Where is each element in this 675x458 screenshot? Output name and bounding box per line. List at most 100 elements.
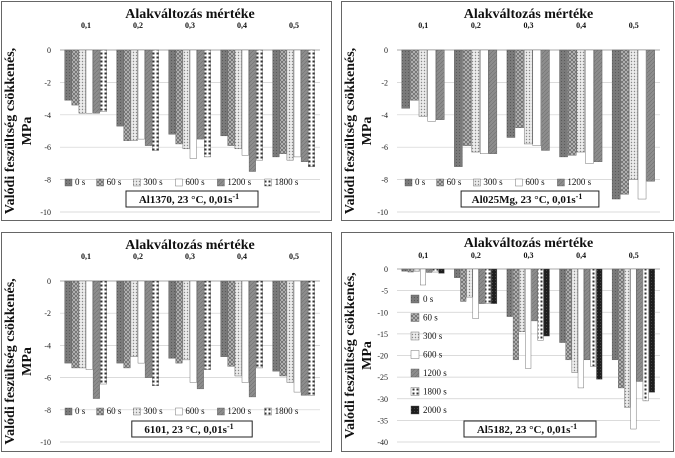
bar: [78, 280, 86, 369]
legend-swatch: [217, 407, 225, 416]
legend-label: 1200 s: [227, 177, 251, 187]
bar: [189, 280, 197, 383]
legend-label: 60 s: [107, 406, 122, 416]
bar: [460, 268, 467, 302]
bar: [611, 268, 618, 361]
legend-label: 0 s: [75, 177, 86, 187]
chart-title: Al5182, 23 °C, 0,01s-1: [463, 420, 597, 438]
y-tick-label: -10: [40, 208, 51, 217]
bar: [130, 49, 138, 141]
y-tick-label: -25: [377, 373, 388, 382]
bar: [407, 268, 414, 273]
bar: [642, 268, 649, 402]
chart-title: Al1370, 23 °C, 0,01s-1: [125, 190, 259, 208]
bar: [559, 49, 568, 158]
y-tick-label: -6: [381, 143, 388, 152]
legend-swatch: [133, 178, 141, 187]
y-tick-label: -15: [377, 330, 388, 339]
y-axis-title-line2: MPa: [360, 341, 375, 370]
y-tick-label: -4: [44, 341, 51, 350]
category-label: 0,4: [576, 251, 586, 260]
legend-label: 1800 s: [275, 406, 299, 416]
chart-title-main: Al5182, 23 °C, 0,01s: [477, 424, 571, 436]
legend-swatch: [64, 178, 73, 187]
chart-panel-1: Alakváltozás mértéke Valódi feszültség cs…: [1, 1, 332, 221]
legend-swatch: [264, 407, 272, 416]
legend-swatch: [410, 331, 420, 341]
bar: [196, 280, 204, 390]
y-tick-label: -35: [377, 416, 388, 425]
legend-swatch: [404, 178, 413, 187]
category-label: 0,4: [237, 21, 247, 30]
x-axis-title: Alakváltozás mértéke: [125, 7, 254, 22]
y-tick-label: -2: [44, 309, 51, 318]
bar: [85, 280, 93, 370]
bar: [85, 49, 93, 114]
bar: [189, 49, 197, 159]
legend-label: 1200 s: [227, 406, 251, 416]
legend-swatch: [133, 407, 141, 416]
bar: [471, 49, 480, 153]
bar: [583, 268, 590, 361]
category-label: 0,5: [629, 251, 639, 260]
category-label: 0,2: [471, 251, 481, 260]
y-tick-label: -2: [381, 78, 388, 87]
category-label: 0,3: [185, 21, 195, 30]
bar: [454, 49, 463, 167]
category-label: 0,1: [81, 21, 91, 30]
bar: [123, 49, 131, 141]
bar: [585, 49, 594, 164]
bar: [286, 280, 294, 383]
legend-label: 1200 s: [423, 368, 447, 378]
bar: [279, 280, 287, 377]
legend: 0 s 60 s 300 s 600 s 1200 s: [404, 177, 592, 187]
legend-swatch: [175, 178, 183, 187]
bar: [272, 280, 280, 372]
bar: [630, 268, 637, 430]
bar: [611, 49, 621, 200]
y-tick-label: -20: [377, 352, 388, 361]
legend-label: 60 s: [107, 177, 122, 187]
bar: [620, 49, 629, 195]
y-tick-label: -6: [44, 374, 51, 383]
bar: [454, 268, 461, 278]
category-label: 0,3: [524, 21, 534, 30]
bar: [590, 268, 597, 367]
y-axis-title-line1: Valódi feszültség csökkenés,: [3, 278, 18, 444]
y-tick-label: 0: [47, 277, 51, 286]
category-label: 0,4: [237, 252, 247, 261]
legend: 0 s 60 s 300 s 600 s 1200 s 1800 s: [64, 406, 299, 416]
bar: [241, 280, 249, 383]
legend-label: 60 s: [447, 177, 462, 187]
bar: [144, 49, 152, 146]
bar: [571, 268, 578, 374]
x-axis-title: Alakváltozás mértéke: [464, 7, 593, 22]
bar: [426, 268, 433, 273]
bar: [532, 49, 542, 146]
x-axis-title: Alakváltozás mértéke: [125, 238, 254, 253]
bar: [559, 268, 566, 343]
bar: [196, 49, 204, 140]
chart-title: 6101, 23 °C, 0,01s-1: [131, 420, 253, 438]
chart-title-text: Al025Mg, 23 °C, 0,01s-1: [472, 192, 583, 206]
bar: [543, 268, 550, 337]
bar: [168, 280, 176, 359]
bar: [646, 49, 655, 182]
bar: [472, 268, 479, 319]
bar: [300, 49, 308, 162]
bar: [565, 268, 572, 361]
chart-title: Al025Mg, 23 °C, 0,01s-1: [460, 190, 600, 208]
y-tick-label: -30: [377, 395, 388, 404]
bar: [248, 280, 256, 398]
bar: [512, 268, 519, 361]
chart-title-superscript: -1: [227, 422, 234, 431]
bar: [168, 49, 176, 135]
legend-swatch: [410, 368, 420, 378]
legend-label: 600 s: [185, 177, 205, 187]
bar: [204, 280, 211, 370]
bar: [64, 280, 72, 364]
bar: [137, 280, 145, 364]
bar: [401, 268, 408, 272]
bar: [175, 280, 183, 364]
chart-panel-3: Alakváltozás mértéke Valódi feszültség cs…: [1, 232, 332, 452]
